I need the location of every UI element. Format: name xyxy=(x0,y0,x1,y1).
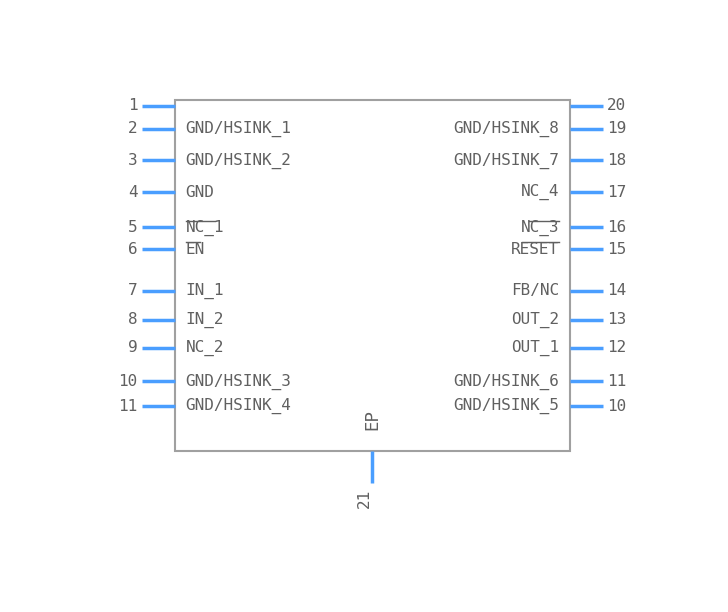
Text: 19: 19 xyxy=(607,121,626,136)
Text: 1: 1 xyxy=(128,99,138,113)
Text: EP: EP xyxy=(363,409,381,430)
Text: 2: 2 xyxy=(128,121,138,136)
Text: 13: 13 xyxy=(607,312,626,327)
Text: 7: 7 xyxy=(128,283,138,298)
Text: 5: 5 xyxy=(128,220,138,235)
Text: IN_1: IN_1 xyxy=(186,283,224,299)
Text: GND/HSINK_2: GND/HSINK_2 xyxy=(186,152,291,168)
Text: 11: 11 xyxy=(118,398,138,414)
Text: 9: 9 xyxy=(128,340,138,355)
Text: 3: 3 xyxy=(128,153,138,168)
Text: OUT_1: OUT_1 xyxy=(511,340,559,356)
Text: EN: EN xyxy=(186,242,205,256)
Text: 10: 10 xyxy=(118,374,138,389)
Text: 17: 17 xyxy=(607,185,626,200)
Text: OUT_2: OUT_2 xyxy=(511,312,559,328)
Text: GND/HSINK_7: GND/HSINK_7 xyxy=(454,152,559,168)
Text: 16: 16 xyxy=(607,220,626,235)
Text: 6: 6 xyxy=(128,242,138,256)
Text: GND/HSINK_4: GND/HSINK_4 xyxy=(186,398,291,414)
Text: GND/HSINK_8: GND/HSINK_8 xyxy=(454,121,559,137)
Text: RESET: RESET xyxy=(511,242,559,256)
Text: FB/NC: FB/NC xyxy=(511,283,559,298)
Text: NC_1: NC_1 xyxy=(186,219,224,236)
Text: GND/HSINK_1: GND/HSINK_1 xyxy=(186,121,291,137)
Text: GND/HSINK_6: GND/HSINK_6 xyxy=(454,373,559,390)
Text: 8: 8 xyxy=(128,312,138,327)
Text: 15: 15 xyxy=(607,242,626,256)
Bar xyxy=(175,100,570,451)
Text: 18: 18 xyxy=(607,153,626,168)
Text: GND: GND xyxy=(186,185,215,200)
Text: 4: 4 xyxy=(128,185,138,200)
Text: 14: 14 xyxy=(607,283,626,298)
Text: 12: 12 xyxy=(607,340,626,355)
Text: 11: 11 xyxy=(607,374,626,389)
Text: 20: 20 xyxy=(607,99,626,113)
Text: NC_3: NC_3 xyxy=(521,219,559,236)
Text: IN_2: IN_2 xyxy=(186,312,224,328)
Text: NC_2: NC_2 xyxy=(186,340,224,356)
Text: GND/HSINK_5: GND/HSINK_5 xyxy=(454,398,559,414)
Text: 21: 21 xyxy=(357,489,372,509)
Text: GND/HSINK_3: GND/HSINK_3 xyxy=(186,373,291,390)
Text: NC_4: NC_4 xyxy=(521,184,559,200)
Text: 10: 10 xyxy=(607,398,626,414)
